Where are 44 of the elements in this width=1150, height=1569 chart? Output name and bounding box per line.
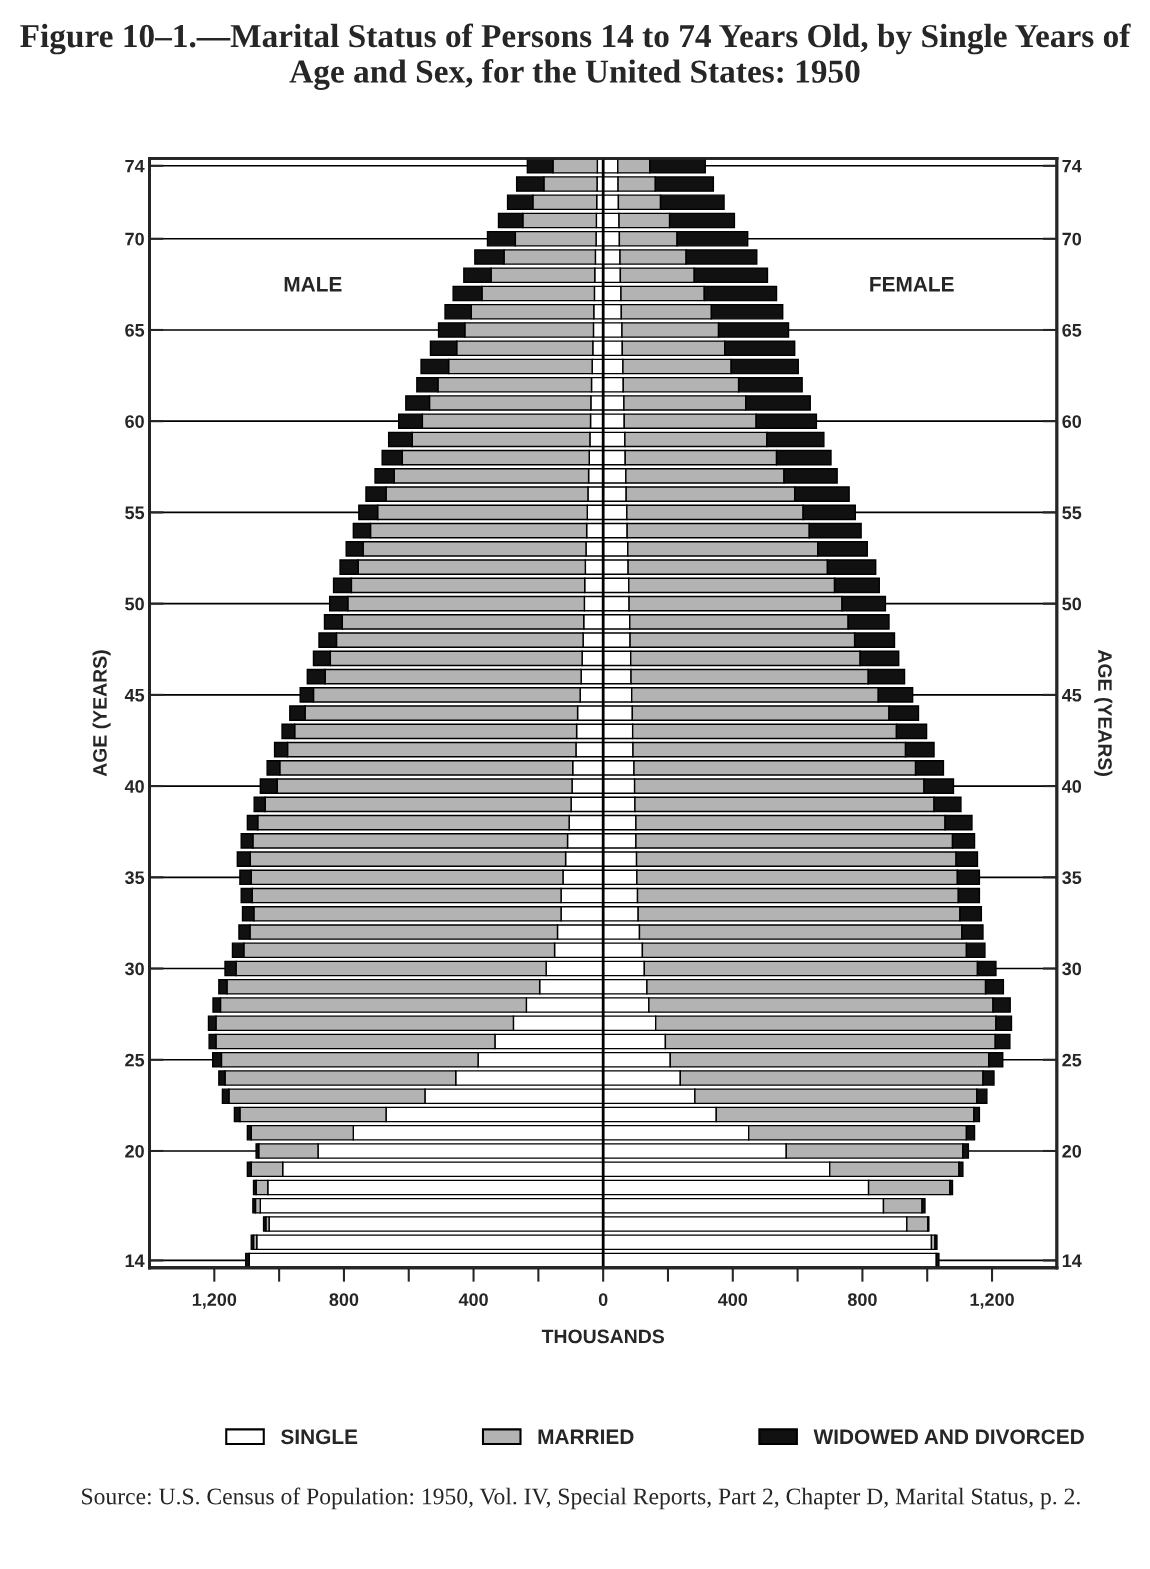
x-tick-label: 400: [718, 1293, 748, 1307]
y-tick-label: 30: [124, 962, 144, 976]
chart-title: Figure 10–1.—Marital Status of Persons 14 to 74 Years Old, by Single Years of Age and Sex, for the United States: 1950: [20, 23, 1131, 90]
y-tick-label: 60: [125, 415, 144, 428]
x-tick-label: 400: [458, 1293, 488, 1307]
y2-tick-label: 30: [1062, 962, 1082, 976]
y2-tick-label: 70: [1062, 232, 1082, 246]
x-tick-label: 1,200: [970, 1293, 1014, 1309]
y-tick-label: 35: [124, 871, 145, 885]
y-tick-label: 74: [125, 159, 145, 173]
x-tick-label: 800: [847, 1293, 877, 1307]
source-note: Source: U.S. Census of Population: 1950, Vol. IV, Special Reports, Part 2, Chapter D, Marital Status, p. 2.: [82, 1487, 1080, 1510]
y2-tick-label: 50: [1062, 597, 1082, 611]
y-tick-label: 40: [124, 780, 144, 793]
y2-tick-label: 25: [1062, 1053, 1082, 1067]
legend-label: WIDOWED AND DIVORCED: [813, 1429, 1084, 1445]
legend-label: SINGLE: [281, 1429, 358, 1445]
y2-tick-label: 55: [1062, 506, 1082, 520]
y2-tick-label: 14: [1062, 1254, 1082, 1267]
x-axis-title: THOUSANDS: [541, 1329, 664, 1344]
y2-tick-label: 35: [1062, 871, 1082, 885]
annotation: FEMALE: [870, 277, 954, 292]
y-tick-label: 55: [125, 506, 145, 520]
y-tick-label: 20: [125, 1144, 144, 1158]
bar: [252, 1197, 257, 1214]
y-tick-label: 65: [125, 323, 145, 337]
x-tick-label: 800: [329, 1293, 359, 1307]
y2-axis-title: AGE (YEARS): [1094, 649, 1113, 776]
y2-tick-label: 65: [1062, 323, 1082, 337]
y-tick-label: 25: [125, 1053, 145, 1067]
y2-tick-label: 45: [1061, 688, 1082, 702]
y2-tick-label: 74: [1062, 159, 1082, 173]
y2-tick-label: 40: [1061, 780, 1082, 793]
x-tick-label: 0: [598, 1293, 608, 1307]
y-tick-label: 45: [124, 688, 145, 702]
y-tick-label: 50: [125, 597, 144, 611]
y2-tick-label: 20: [1062, 1144, 1082, 1158]
y2-tick-label: 60: [1062, 415, 1082, 428]
y-axis-title: AGE (YEARS): [92, 650, 111, 777]
annotation: MALE: [284, 277, 342, 292]
legend-label: MARRIED: [538, 1429, 634, 1444]
x-tick-label: 1,200: [192, 1293, 237, 1309]
y-tick-label: 70: [125, 232, 144, 246]
y-tick-label: 14: [125, 1254, 145, 1267]
